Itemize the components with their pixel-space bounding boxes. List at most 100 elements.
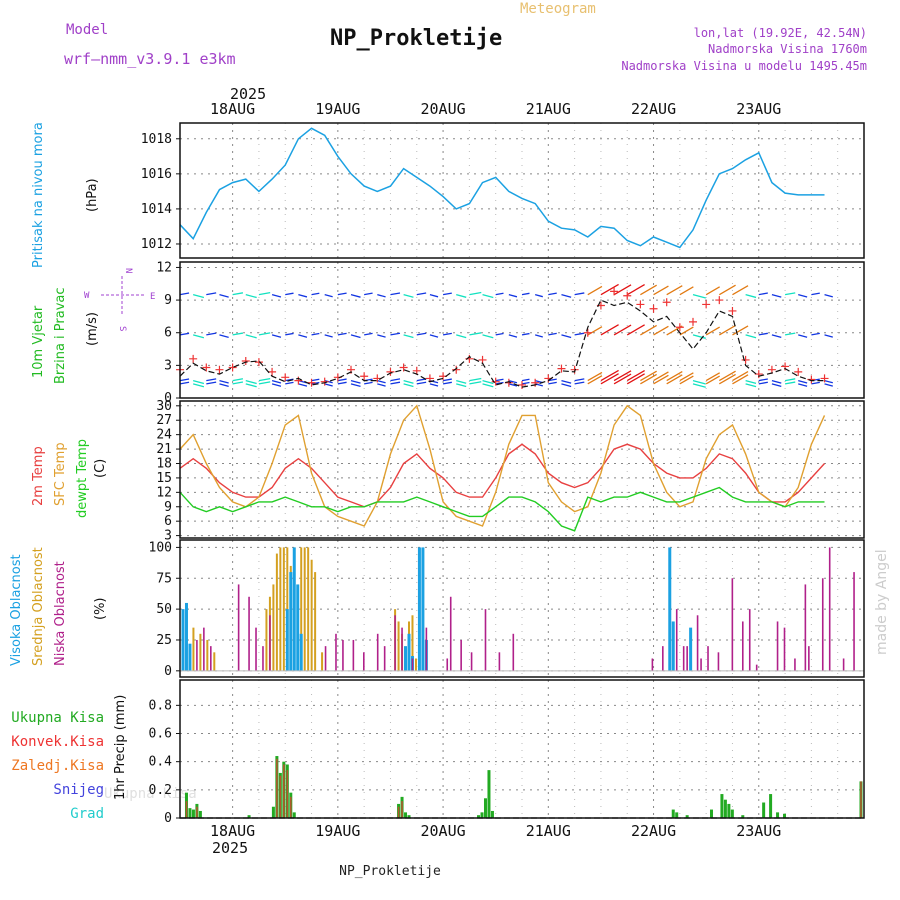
panel-border — [179, 261, 865, 399]
wind-arrow — [600, 283, 619, 296]
pressure-ylabel: Pritisak na nivou mora — [31, 122, 46, 268]
gust-marker — [623, 291, 632, 300]
precip-total-bar — [404, 812, 408, 818]
gust-marker — [715, 296, 724, 305]
precip-total-bar — [487, 770, 491, 818]
credit: made by Angel — [874, 549, 890, 655]
wind-arrow — [613, 370, 632, 382]
gust-marker — [189, 354, 198, 363]
gust-marker — [320, 377, 329, 386]
wind-arrow — [771, 294, 782, 298]
cloud-high-bar — [689, 627, 693, 671]
wind-arrow — [298, 383, 308, 387]
wind-arrow — [192, 379, 205, 385]
wind-arrow — [692, 383, 706, 388]
cloud-high-bar — [299, 633, 303, 671]
top-day-labels: 18AUG 19AUG 20AUG 21AUG 22AUG 23AUG — [210, 100, 781, 118]
cloud-low-bar — [783, 627, 786, 671]
wind-arrow — [456, 379, 467, 384]
wind-arrow — [640, 370, 657, 382]
wind-arrow — [732, 371, 749, 382]
cloud-ylabel-mid: Srednja Oblacnost — [31, 547, 46, 666]
gust-marker — [570, 365, 579, 374]
wind-arrow — [364, 292, 373, 296]
wind-arrow — [824, 334, 833, 338]
wind-arrow — [561, 379, 572, 384]
wind-arrow — [377, 334, 386, 338]
wind-arrow — [692, 334, 706, 339]
y-tick-label: 6 — [164, 514, 172, 529]
gust-marker — [228, 363, 237, 372]
y-tick-label: 75 — [156, 571, 172, 586]
wind-arrow — [350, 294, 361, 298]
cloud-low-bar — [352, 639, 355, 671]
y-tick-label: 18 — [156, 456, 172, 471]
wind-arrow — [245, 379, 257, 385]
y-tick-label: 0 — [164, 811, 172, 826]
y-tick-label: 30 — [156, 399, 172, 414]
wind-arrow — [798, 334, 808, 338]
cloud-low-bar — [394, 615, 396, 671]
bottom-day-label: 23AUG — [736, 822, 781, 840]
cloud-low-bar — [196, 639, 198, 671]
precip-total-bar — [741, 815, 745, 818]
wind-arrow — [245, 383, 257, 388]
wind-unit: (m/s) — [85, 312, 100, 346]
cloud-low-bar — [842, 658, 845, 671]
y-tick-label: 12 — [156, 260, 172, 275]
y-tick-label: 100 — [149, 540, 172, 555]
wind-arrow — [179, 292, 190, 296]
wind-arrow — [758, 378, 768, 382]
y-tick-label: 9 — [164, 500, 172, 515]
bottom-day-label: 19AUG — [315, 822, 360, 840]
wind-arrow — [784, 381, 796, 385]
cloud-low-bar — [741, 621, 744, 671]
gust-marker — [807, 375, 816, 384]
precip-total-bar — [247, 815, 251, 818]
wind-arrow — [179, 381, 190, 385]
wind-arrow — [364, 332, 373, 336]
cloud-mid-bar — [307, 547, 310, 671]
cloud-mid-bar — [411, 615, 414, 671]
panel-border — [179, 122, 865, 259]
cloud-low-bar — [383, 646, 386, 671]
wind-arrow — [745, 383, 757, 388]
cloud-high-bar — [285, 609, 289, 671]
cloud-low-bar — [401, 627, 403, 671]
wind-arrow — [469, 381, 482, 385]
precip-total-bar — [675, 812, 679, 818]
compass-n: N — [123, 268, 133, 273]
top-day-label: 23AUG — [736, 100, 781, 118]
gust-marker — [360, 372, 369, 381]
wind-arrow — [271, 383, 282, 387]
wind-arrow — [745, 379, 757, 385]
y-tick-label: 12 — [156, 485, 172, 500]
cloud-mid-bar — [275, 553, 278, 671]
wind-arrow — [811, 381, 820, 385]
precip-total-bar — [723, 799, 727, 818]
y-tick-label: 6 — [164, 326, 172, 341]
precip-conv-bar — [401, 801, 403, 818]
gust-marker — [820, 374, 829, 383]
wind-arrow — [206, 292, 217, 296]
cloud-low-bar — [342, 639, 344, 671]
cloud-low-bar — [324, 646, 327, 671]
pressure-unit: (hPa) — [85, 178, 100, 212]
wind-arrow — [758, 332, 768, 336]
wind-arrow — [798, 294, 808, 298]
wind-arrow — [824, 294, 833, 298]
wind-arrow — [469, 377, 482, 382]
precip-total-bar — [685, 815, 689, 818]
wind-arrow — [311, 292, 320, 296]
gust-marker — [689, 317, 697, 326]
precip-total-bar — [271, 806, 275, 818]
wind-arrow — [548, 332, 557, 336]
y-tick-label: 0.4 — [149, 755, 173, 770]
gust-marker — [583, 328, 592, 337]
cloud-low-bar — [755, 664, 758, 671]
cloud-low-bar — [821, 578, 824, 671]
y-tick-label: 0.2 — [149, 783, 172, 798]
wind-arrow — [521, 381, 530, 385]
wind-arrow — [784, 378, 796, 382]
